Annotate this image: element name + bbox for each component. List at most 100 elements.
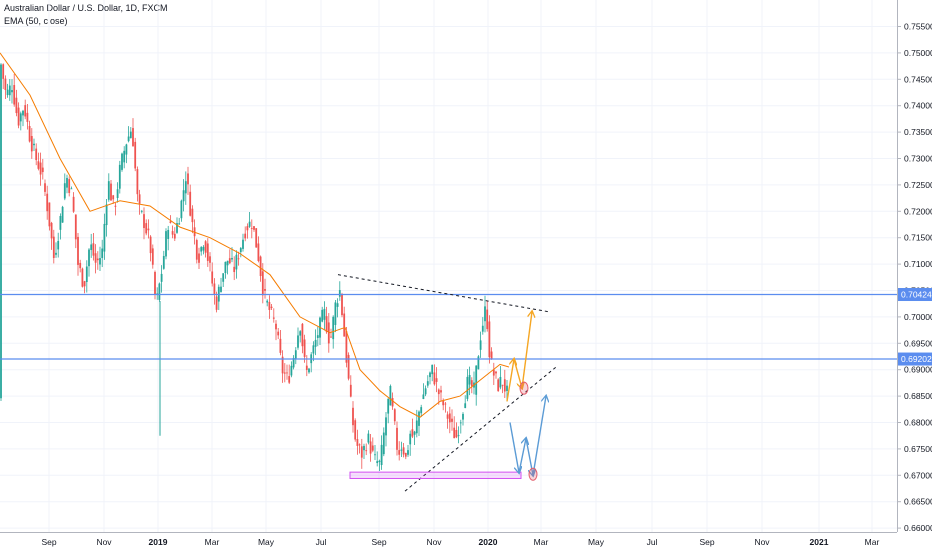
candle-body [499,376,502,388]
candle [398,441,401,461]
candle [349,375,352,398]
candle-body [4,78,7,90]
candle-body [35,148,38,161]
candle-body [327,322,330,344]
candle-body [382,432,385,455]
candle [316,326,319,347]
candle-body [74,214,77,240]
candle [270,304,273,310]
candle [169,215,172,224]
candle [160,265,163,293]
candle-body [312,345,315,354]
candle-body [180,200,183,219]
candle-body [275,323,277,330]
y-tick-label: 0.75500 [904,22,932,32]
candle-body [415,420,418,434]
candle [195,238,198,264]
candle [360,438,363,469]
candle-body [112,195,115,200]
candle-body [224,261,227,274]
candle [327,313,330,353]
candle [0,63,2,402]
candle [286,364,288,380]
candle-body [268,302,271,310]
candle-body [242,239,244,249]
candle-body [154,271,156,295]
price-label-box [898,288,932,302]
candle-body [503,379,506,392]
candle [299,330,302,343]
candle [134,137,137,172]
candle-body [187,173,189,185]
candle-body [235,254,238,270]
candle-body [292,357,295,368]
candle-body [90,244,93,251]
candle [123,146,126,169]
y-tick-label: 0.74500 [904,74,932,84]
x-tick-label: 2019 [149,537,168,547]
candle-body [138,194,141,204]
candle-body [145,223,148,234]
candle [63,173,66,201]
candle [301,322,304,354]
candle-body [250,228,253,229]
candle [345,326,348,368]
candle-body [455,429,458,438]
candle [334,300,337,333]
resistance-trendline [337,274,549,313]
candle-body [411,429,414,437]
candle-body [338,290,341,297]
candle-body [99,258,101,265]
candle-body [158,283,161,300]
candle [426,375,429,388]
support-box [349,471,522,479]
candle [50,221,53,250]
candle [451,409,453,431]
candle [371,437,374,453]
candle-body [259,256,262,277]
candle-body [2,64,5,79]
candle-body [127,136,130,142]
candle [336,298,339,318]
candle-body [213,283,216,295]
candle-body [70,188,73,190]
y-tick-label: 0.72000 [904,206,932,216]
candle [444,402,447,413]
candle-body [303,339,306,357]
y-tick-label: 0.68500 [904,391,932,401]
y-tick-label: 0.69000 [904,365,932,375]
candle-body [121,153,123,170]
candle-body [501,384,504,386]
candle-body [59,215,62,230]
candle-body [85,266,88,283]
candle [165,228,167,260]
candle-body [279,338,282,353]
candle-body [169,221,172,223]
candle [189,184,192,217]
candle [488,315,491,364]
candle [235,250,238,279]
x-tick-label: Jul [647,537,658,547]
candle-body [255,228,258,248]
candle [211,262,214,287]
candle-body [46,193,49,212]
candle [400,441,403,457]
candle-body [103,223,106,252]
candle [352,401,354,433]
y-tick-label: 0.71000 [904,259,932,269]
candle [440,385,442,402]
candle [378,459,381,472]
candle [96,251,99,270]
candle-body [220,286,222,292]
candle-body [457,435,460,437]
candle-body [442,401,445,406]
candle [8,79,11,101]
y-tick-label: 0.73500 [904,127,932,137]
x-tick-label: Nov [754,537,770,547]
candle-body [134,141,137,169]
candle-body [107,181,110,200]
candle [492,362,495,386]
candle-body [332,316,335,340]
candle [288,364,291,385]
